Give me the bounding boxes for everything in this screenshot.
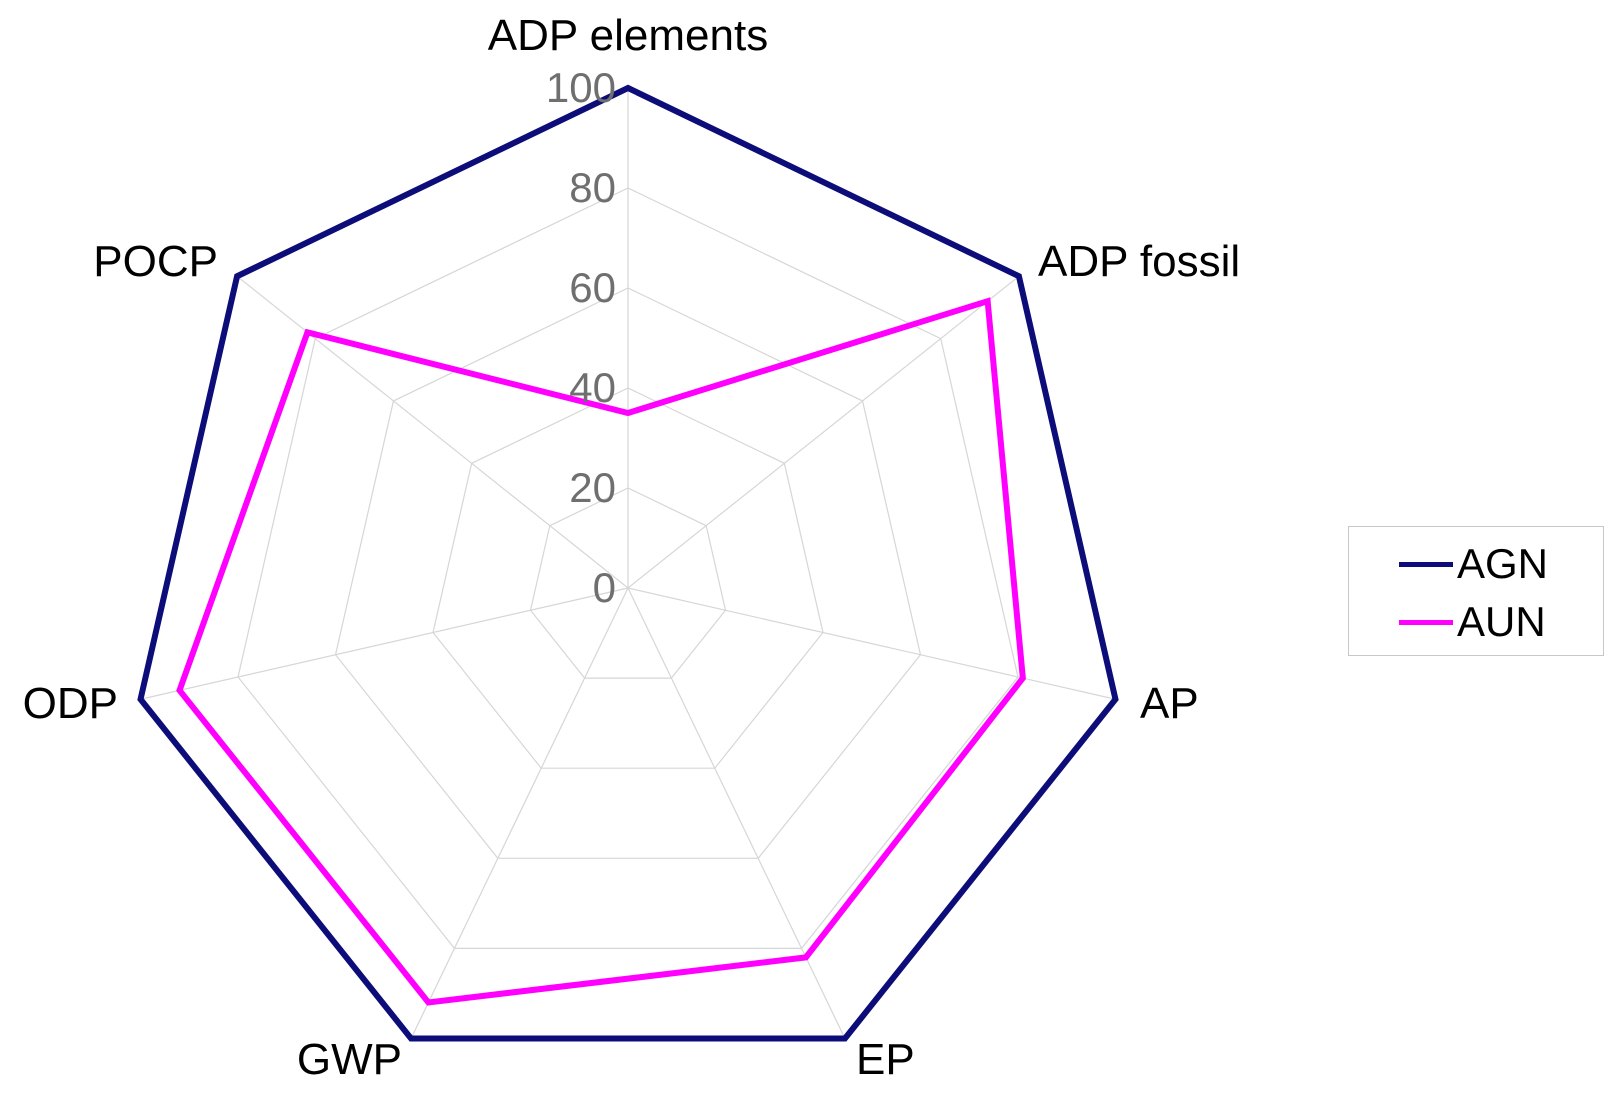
axis-label-gwp: GWP <box>297 1035 402 1084</box>
series-line-agn <box>137 84 1119 1042</box>
legend-swatch-agn <box>1399 561 1453 567</box>
spoke-2 <box>627 587 1116 700</box>
axis-labels: ADP elements ADP fossil AP EP GWP ODP POCP <box>23 11 1241 1084</box>
legend-swatch-aun <box>1399 619 1453 625</box>
spoke-4 <box>410 587 629 1039</box>
axis-label-adp-elements: ADP elements <box>488 11 768 60</box>
axis-label-ap: AP <box>1140 679 1199 728</box>
tick-label-20: 20 <box>569 464 616 511</box>
series-line-aun <box>176 297 1026 1006</box>
radial-tick-labels: 0 20 40 60 80 100 <box>546 64 616 611</box>
tick-label-60: 60 <box>569 264 616 311</box>
radar-series <box>137 84 1119 1042</box>
grid-ring-80 <box>237 187 1019 949</box>
tick-label-80: 80 <box>569 164 616 211</box>
grid-ring-20 <box>529 487 727 679</box>
legend: AGN AUN <box>1348 526 1604 656</box>
tick-label-40: 40 <box>569 364 616 411</box>
spoke-1 <box>627 275 1020 589</box>
spoke-6 <box>236 275 629 589</box>
spoke-3 <box>627 587 846 1039</box>
legend-item-agn: AGN <box>1399 539 1548 589</box>
grid-ring-60 <box>334 287 922 859</box>
axis-label-ep: EP <box>856 1035 915 1084</box>
grid-ring-40 <box>432 387 824 769</box>
legend-label-aun: AUN <box>1457 598 1546 645</box>
axis-label-adp-fossil: ADP fossil <box>1038 237 1240 286</box>
tick-label-100: 100 <box>546 64 616 111</box>
spoke-5 <box>140 587 629 700</box>
axis-label-odp: ODP <box>23 679 118 728</box>
legend-label-agn: AGN <box>1457 540 1549 587</box>
legend-item-aun: AUN <box>1399 597 1546 647</box>
radar-grid <box>139 87 1117 1040</box>
axis-label-pocp: POCP <box>93 237 218 286</box>
tick-label-0: 0 <box>593 564 616 611</box>
